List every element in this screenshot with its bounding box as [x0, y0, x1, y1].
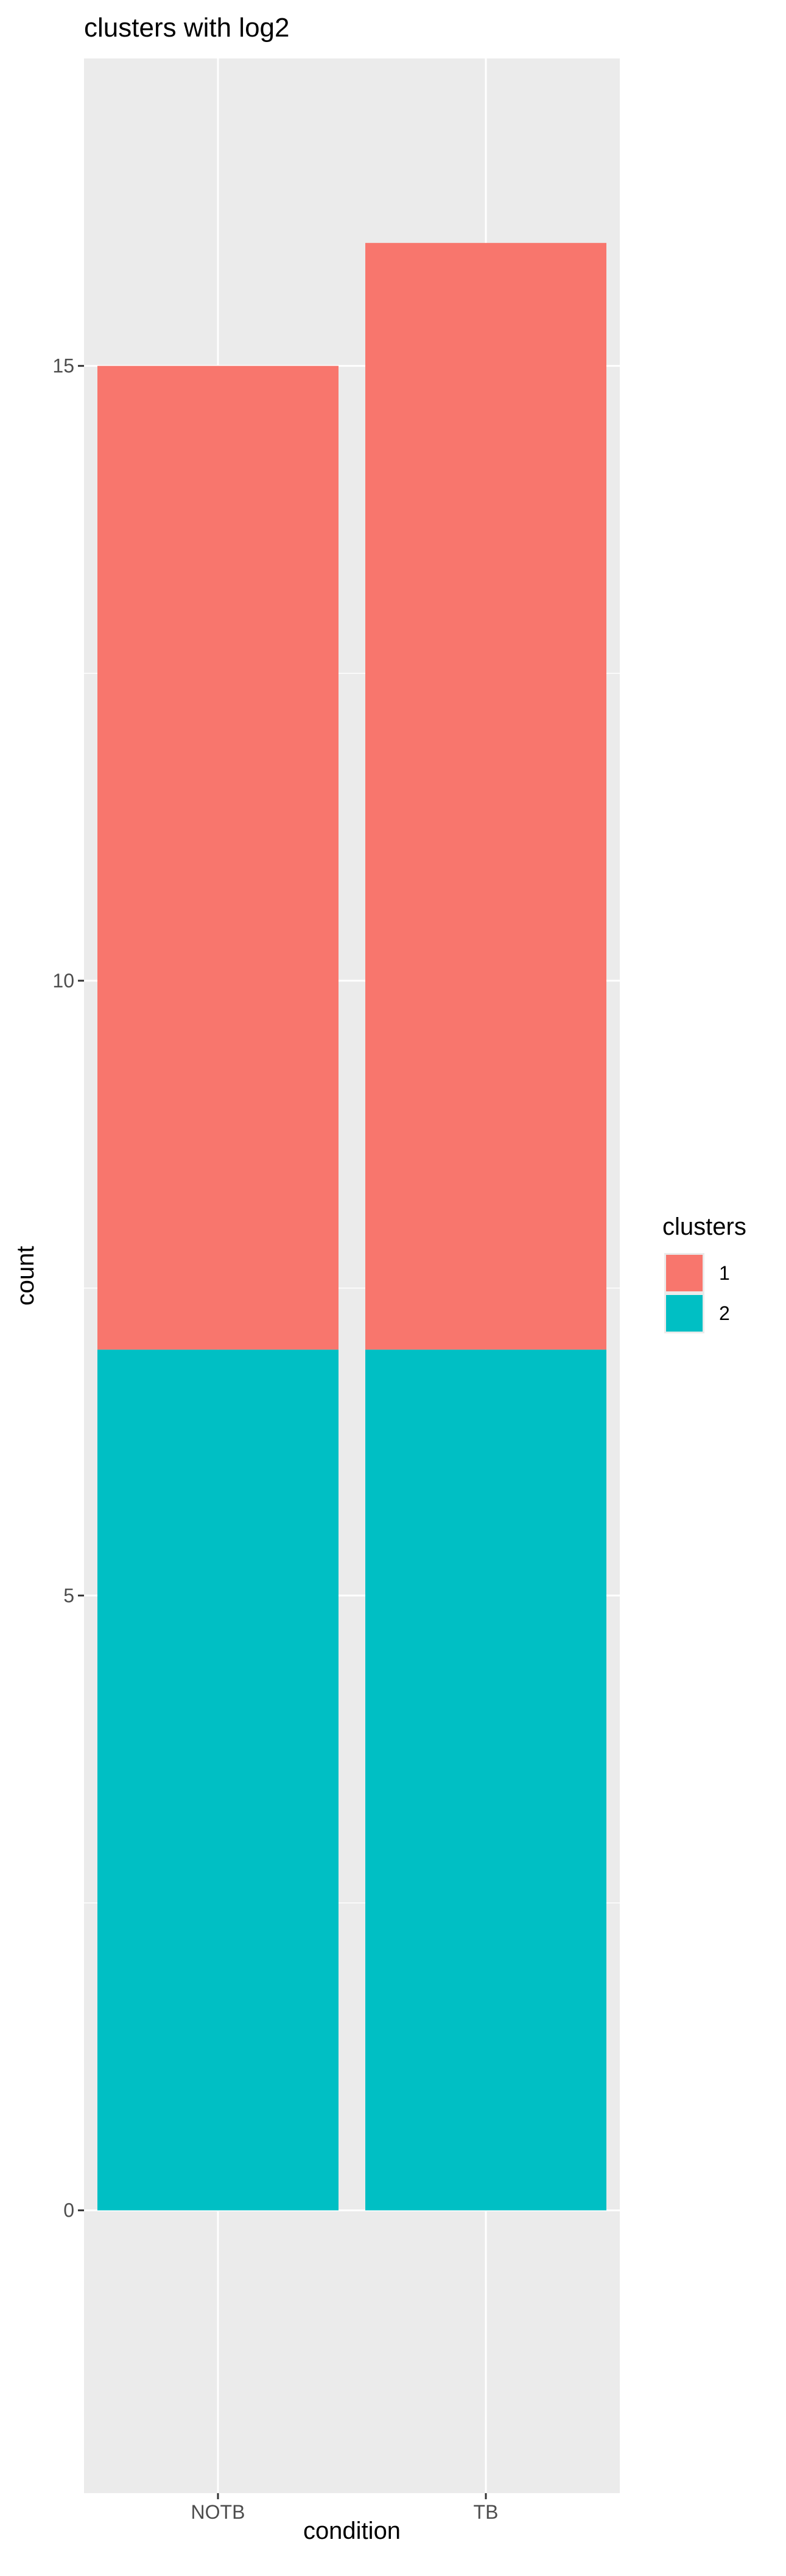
legend-title: clusters — [662, 1213, 746, 1240]
bar-TB-series-2 — [365, 1349, 606, 2211]
y-tick-label: 0 — [63, 2200, 74, 2221]
y-tick-label: 5 — [63, 1584, 74, 1606]
legend-label-2: 2 — [719, 1302, 730, 1324]
legend-swatch-2 — [666, 1295, 703, 1332]
x-tick-label: NOTB — [191, 2501, 245, 2523]
chart-title: clusters with log2 — [84, 13, 289, 43]
legend: clusters 12 — [662, 1213, 746, 1333]
legend-swatch-1 — [666, 1255, 703, 1291]
bar-TB-series-1 — [365, 242, 606, 1350]
y-axis: 0 5 10 15 — [52, 355, 84, 2221]
bar-NOTB-series-1 — [97, 365, 339, 1350]
x-tick-label: TB — [474, 2501, 499, 2523]
x-axis: NOTB TB — [191, 2493, 499, 2523]
legend-label-1: 1 — [719, 1262, 730, 1284]
legend-entries: 12 — [664, 1253, 730, 1333]
bar-NOTB-series-2 — [97, 1349, 339, 2211]
x-axis-title: condition — [303, 2518, 401, 2544]
bar-marks — [97, 242, 606, 2211]
y-tick-label: 10 — [52, 970, 74, 992]
y-axis-title: count — [12, 1246, 39, 1306]
y-tick-label: 15 — [52, 355, 74, 377]
